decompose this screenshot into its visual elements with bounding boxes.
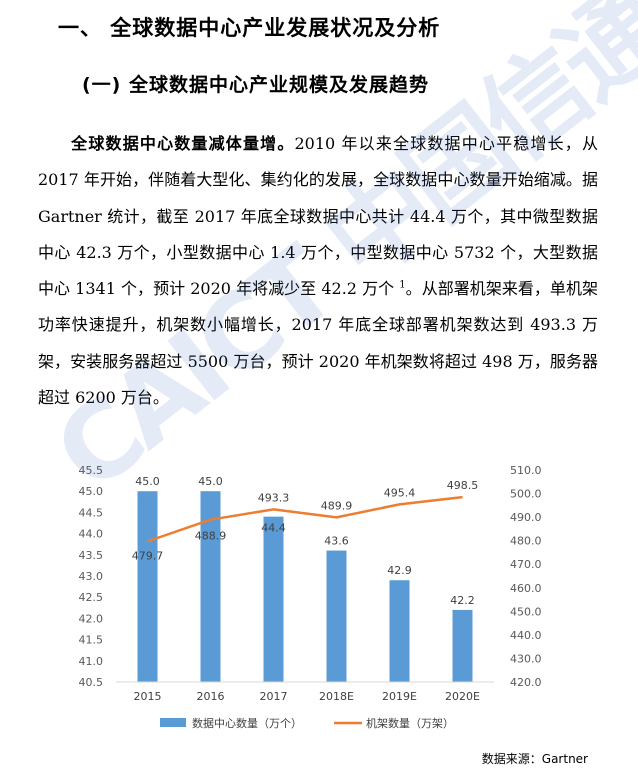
subsection-heading: (一) 全球数据中心产业规模及发展趋势 [82, 74, 429, 96]
line-value-label: 479.7 [132, 549, 164, 562]
bar-2017 [263, 516, 284, 682]
line-value-label: 495.4 [384, 486, 416, 499]
bar-2015 [137, 491, 158, 682]
legend-label-line: 机架数量（万架） [366, 716, 454, 730]
line-value-label: 489.9 [321, 499, 353, 512]
y-left-tick-label: 42.5 [79, 591, 104, 604]
line-value-label: 493.3 [258, 491, 290, 504]
x-tick-label: 2018E [319, 690, 354, 703]
line-data-labels: 479.7 488.9 493.3 489.9 495.4 498.5 [132, 479, 479, 562]
bar-series [137, 491, 473, 682]
x-tick-label: 2015 [134, 690, 162, 703]
paragraph-text-b: 。从部署机架来看，单机架功率快速提升，机架数小幅增长，2017 年底全球部署机架… [38, 279, 598, 408]
legend-label-bars: 数据中心数量（万个） [192, 716, 302, 730]
bar-value-label: 45.0 [198, 475, 223, 488]
y-left-tick-label: 44.0 [79, 528, 104, 541]
bar-data-labels: 45.0 45.0 44.4 43.6 42.9 42.2 [135, 475, 475, 607]
y-right-tick-label: 450.0 [510, 605, 542, 618]
y-left-tick-label: 40.5 [79, 676, 104, 689]
y-right-tick-label: 440.0 [510, 629, 542, 642]
bar-value-label: 44.4 [261, 522, 286, 535]
y-left-tick-label: 45.5 [79, 464, 104, 477]
footnote-ref[interactable]: 1 [399, 279, 406, 291]
paragraph-text-a: 2010 年以来全球数据中心平稳增长，从 2017 年开始，伴随着大型化、集约化… [38, 134, 598, 299]
bar-2016 [200, 491, 221, 682]
body-paragraph: 全球数据中心数量减体量增。2010 年以来全球数据中心平稳增长，从 2017 年… [38, 126, 598, 416]
y-right-tick-label: 510.0 [510, 464, 542, 477]
legend-swatch-bars [160, 718, 186, 727]
x-axis: 2015 2016 2017 2018E 2019E 2020E [116, 681, 494, 703]
x-tick-label: 2016 [197, 690, 225, 703]
combo-chart: 40.5 41.0 41.5 42.0 42.5 43.0 43.5 44.0 44.5 45.0… [79, 464, 542, 730]
line-value-label: 498.5 [447, 479, 479, 492]
y-axis-left: 40.5 41.0 41.5 42.0 42.5 43.0 43.5 44.0 44.5 45.0… [79, 464, 104, 689]
y-left-tick-label: 41.5 [79, 634, 104, 647]
line-value-label: 488.9 [195, 530, 227, 543]
bar-2020E [452, 609, 473, 682]
y-right-tick-label: 460.0 [510, 582, 542, 595]
bar-value-label: 45.0 [135, 475, 160, 488]
y-axis-right: 420.0 430.0 440.0 450.0 460.0 470.0 480.0 490.0… [510, 464, 542, 689]
line-machine-racks [147, 495, 463, 543]
y-right-tick-label: 480.0 [510, 535, 542, 548]
bar-2019E [389, 580, 410, 682]
paragraph-lead: 全球数据中心数量减体量增。 [70, 134, 295, 153]
x-tick-label: 2020E [445, 690, 480, 703]
data-source-note: 数据来源：Gartner [481, 752, 588, 766]
chart-legend: 数据中心数量（万个） 机架数量（万架） [160, 716, 454, 730]
y-left-tick-label: 44.5 [79, 506, 104, 519]
y-left-tick-label: 41.0 [79, 655, 104, 668]
bar-value-label: 42.2 [450, 594, 475, 607]
y-right-tick-label: 490.0 [510, 511, 542, 524]
y-left-tick-label: 43.5 [79, 549, 104, 562]
bar-value-label: 42.9 [387, 564, 412, 577]
x-tick-label: 2019E [382, 690, 417, 703]
line-series [147, 495, 463, 543]
y-right-tick-label: 470.0 [510, 558, 542, 571]
y-left-tick-label: 43.0 [79, 570, 104, 583]
bar-value-label: 43.6 [324, 535, 349, 548]
y-right-tick-label: 420.0 [510, 676, 542, 689]
y-right-tick-label: 500.0 [510, 488, 542, 501]
y-left-tick-label: 42.0 [79, 612, 104, 625]
x-tick-label: 2017 [260, 690, 288, 703]
y-left-tick-label: 45.0 [79, 485, 104, 498]
bar-2018E [326, 550, 347, 682]
section-heading: 一、 全球数据中心产业发展状况及分析 [58, 16, 441, 40]
y-right-tick-label: 430.0 [510, 652, 542, 665]
